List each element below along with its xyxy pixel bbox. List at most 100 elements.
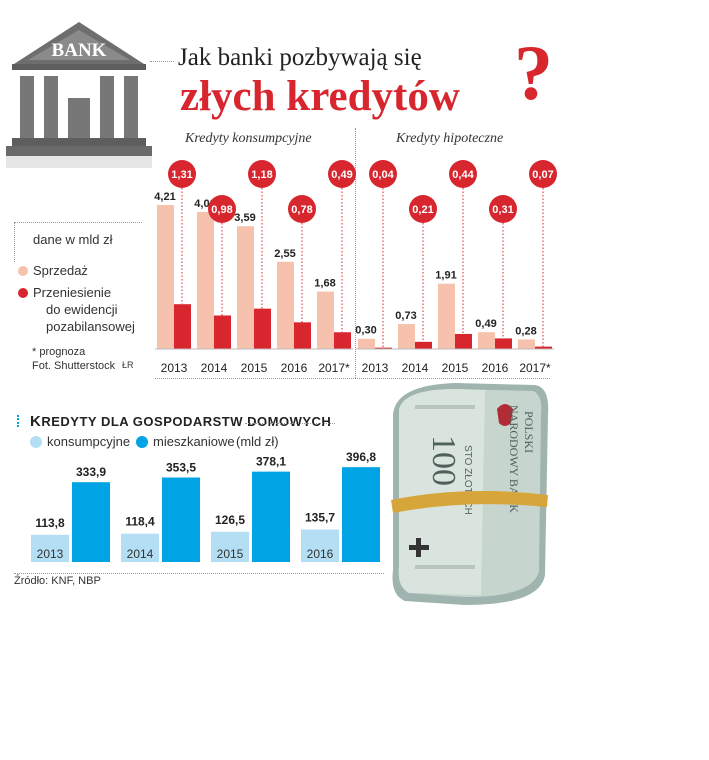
legend-swatch-housing [136,436,148,448]
consumer-badge-transfer-1 [208,195,236,223]
consumer-value-transfer-2: 1,18 [251,169,272,181]
household-year-label-0: 2013 [37,547,64,561]
bad-loans-chart: 4,211,3120134,010,9820143,591,1820152,55… [154,160,557,375]
section-divider [355,128,356,378]
legend-label-sales: Sprzedaż [33,263,88,278]
consumer-bar-transfer-3 [294,322,311,349]
household-value-housing-1: 353,5 [166,461,196,475]
mortgage-bar-sales-3 [478,332,495,349]
mortgage-value-sales-2: 1,91 [435,270,456,282]
consumer-value-transfer-1: 0,98 [211,204,232,216]
household-year-label-1: 2014 [127,547,154,561]
mortgage-value-sales-3: 0,49 [475,318,496,330]
photo-credit: Fot. Shutterstock [32,360,116,372]
author-initials: ŁR [122,360,134,370]
household-bar-consumer-3 [301,529,339,562]
consumer-value-transfer-4: 0,49 [331,169,352,181]
svg-text:POLSKI: POLSKI [522,411,536,453]
mortgage-year-label-1: 2014 [402,361,429,375]
mortgage-bar-transfer-1 [415,341,432,349]
household-chart-title: KREDYTY DLA GOSPODARSTW DOMOWYCH [30,413,331,430]
household-title-cap: K [30,413,42,430]
mortgage-value-transfer-1: 0,21 [412,204,433,216]
household-value-consumer-0: 113,8 [35,516,65,530]
svg-text:100: 100 [425,435,462,486]
consumer-bar-sales-2 [237,226,254,349]
consumer-year-label-4: 2017* [318,361,350,375]
legend-label-housing: mieszkaniowe [153,434,235,449]
mortgage-badge-transfer-0 [369,160,397,188]
legend-unit: dane w mld zł [33,232,113,247]
forecast-note: * prognoza [32,346,86,358]
mortgage-value-transfer-4: 0,07 [532,169,553,181]
title-line2: złych kredytów [180,73,460,120]
mortgage-value-sales-0: 0,30 [355,325,376,337]
household-unit: (mld zł) [236,434,279,449]
household-value-housing-3: 396,8 [346,450,376,464]
svg-text:NARODOWY BANK: NARODOWY BANK [507,405,521,513]
consumer-value-sales-4: 1,68 [314,278,335,290]
consumer-value-sales-3: 2,55 [274,248,295,260]
mortgage-bar-transfer-0 [375,347,392,349]
household-value-consumer-2: 126,5 [215,513,245,527]
svg-text:STO ZŁOTYCH: STO ZŁOTYCH [462,445,473,515]
consumer-year-label-1: 2014 [201,361,228,375]
mortgage-year-label-0: 2013 [362,361,389,375]
mortgage-bar-transfer-2 [455,333,472,349]
mortgage-bar-sales-4 [518,339,535,349]
household-bar-consumer-2 [211,531,249,562]
mortgage-badge-transfer-4 [529,160,557,188]
mortgage-bar-sales-0 [358,338,375,349]
mortgage-value-sales-1: 0,73 [395,310,416,322]
mortgage-year-label-4: 2017* [519,361,551,375]
source-note: Źródło: KNF, NBP [14,575,101,587]
household-bar-housing-1 [162,477,200,562]
consumer-badge-transfer-2 [248,160,276,188]
mortgage-value-transfer-2: 0,44 [452,169,474,181]
mortgage-bar-transfer-3 [495,338,512,349]
household-value-consumer-3: 135,7 [305,511,335,525]
household-value-consumer-1: 118,4 [125,515,155,529]
mortgage-value-transfer-0: 0,04 [372,169,394,181]
mortgage-year-label-2: 2015 [442,361,469,375]
household-chart: 113,8 333,9 2013 118,4 353,5 2014 126,5 378,1 20… [31,450,380,562]
household-year-label-3: 2016 [307,547,334,561]
consumer-bar-transfer-4 [334,332,351,349]
household-bar-housing-2 [252,471,290,562]
mortgage-value-sales-4: 0,28 [515,325,536,337]
consumer-year-label-0: 2013 [161,361,188,375]
consumer-badge-transfer-4 [328,160,356,188]
section-title-mortgage: Kredyty hipoteczne [396,131,504,146]
household-bar-housing-0 [72,482,110,562]
consumer-bar-transfer-2 [254,308,271,349]
legend-label-consumer: konsumpcyjne [47,434,131,449]
bank-logo-icon: BANK [6,22,152,168]
consumer-badge-transfer-3 [288,195,316,223]
mortgage-value-transfer-3: 0,31 [492,204,513,216]
household-bar-housing-3 [342,467,380,562]
household-value-housing-0: 333,9 [76,465,106,479]
legend-label-transfer-2: do ewidencji [46,302,118,317]
consumer-bar-sales-4 [317,291,334,349]
consumer-year-label-3: 2016 [281,361,308,375]
consumer-bar-transfer-0 [174,304,191,349]
title-line1: Jak banki pozbywają się [178,44,422,71]
mortgage-bar-sales-1 [398,324,415,349]
legend-swatch-sales [18,266,28,276]
consumer-value-sales-0: 4,21 [154,191,175,203]
mortgage-badge-transfer-2 [449,160,477,188]
household-year-label-2: 2015 [217,547,244,561]
consumer-bar-sales-3 [277,261,294,349]
consumer-value-transfer-0: 1,31 [171,169,192,181]
household-bar-consumer-1 [121,533,159,562]
legend-swatch-consumer [30,436,42,448]
legend-swatch-transfer [18,288,28,298]
mortgage-badge-transfer-3 [489,195,517,223]
mortgage-year-label-3: 2016 [482,361,509,375]
mortgage-bar-sales-2 [438,283,455,349]
section-title-consumer: Kredyty konsumpcyjne [185,131,312,146]
consumer-year-label-2: 2015 [241,361,268,375]
consumer-badge-transfer-0 [168,160,196,188]
title-question-mark: ? [514,29,553,116]
legend-label-transfer-3: pozabilansowej [46,319,135,334]
